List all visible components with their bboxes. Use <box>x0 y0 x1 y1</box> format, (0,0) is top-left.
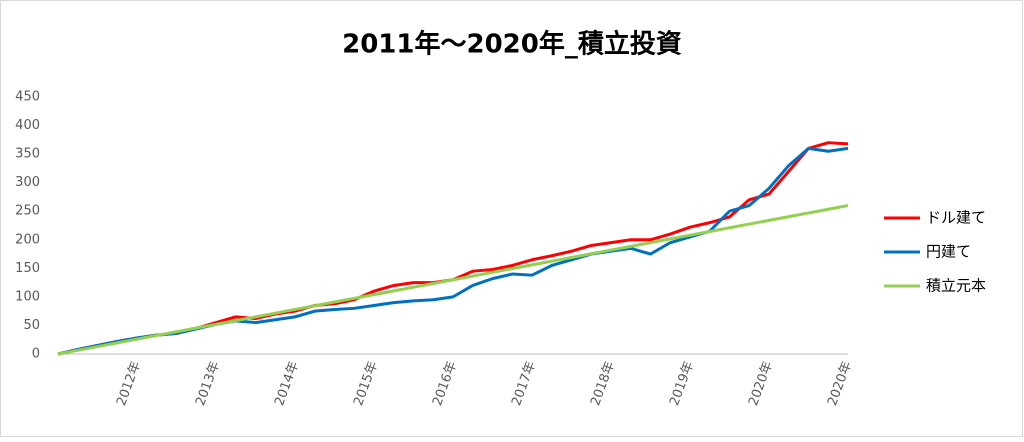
y-tick-label: 400 <box>15 118 40 133</box>
y-tick-label: 50 <box>23 318 40 333</box>
y-tick-label: 100 <box>15 289 40 304</box>
y-tick-label: 150 <box>15 261 40 276</box>
y-tick-label: 300 <box>15 175 40 190</box>
legend-label: ドル建て <box>926 209 986 227</box>
legend-label: 積立元本 <box>926 277 986 295</box>
legend-label: 円建て <box>926 243 971 261</box>
y-tick-label: 200 <box>15 232 40 247</box>
chart-title: 2011年～2020年_積立投資 <box>342 29 682 60</box>
y-tick-label: 450 <box>15 90 40 105</box>
y-tick-label: 250 <box>15 204 40 219</box>
line-series <box>57 204 849 356</box>
y-tick-label: 350 <box>15 147 40 162</box>
y-tick-label: 0 <box>32 347 40 362</box>
